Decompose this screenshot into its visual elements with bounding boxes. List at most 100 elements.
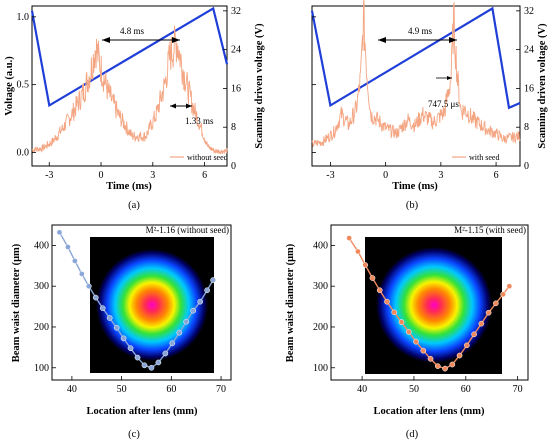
series-layer [346,235,513,372]
data-point [56,229,63,236]
y-tick-label-right: 32 [524,6,534,17]
annotation-width: 747.5 μs [428,99,459,109]
y-tick-label: 200 [313,322,328,333]
data-point [442,365,448,372]
data-point [362,262,369,268]
tick-layer: -3 0 3 6 0.0 0.5 1.0 0 8 16 24 32 [17,6,242,181]
x-tick-label: -3 [326,170,334,181]
data-point [398,319,405,325]
x-axis-label: Time (ms) [106,181,152,192]
tick-layer: -3 0 3 6 0 8 16 24 32 [312,6,534,181]
y-tick-label: 200 [34,322,49,333]
data-point [478,320,485,327]
x-tick-label: 6 [202,170,207,181]
series-layer [30,6,229,155]
y-tick-label-right: 16 [231,83,241,94]
panel-label: (b) [406,200,419,211]
data-point [65,244,71,250]
x-tick-label: 40 [357,384,367,395]
x-tick-label: 40 [67,384,77,395]
plot-frame [311,5,521,167]
annotation-period: 4.8 ms [120,26,145,36]
plot-frame [31,5,228,167]
data-point [456,352,463,359]
panel-a: -3 0 3 6 0.0 0.5 1.0 0 8 16 24 32 Time (ms) Voltage… [4,5,265,211]
x-tick-label: 60 [166,384,176,395]
series-layer [310,0,521,148]
data-point [169,340,176,347]
panel-c: 40 50 60 70 100 200 300 400 M²-1.16 (without se… [11,224,232,440]
scan-voltage-line [310,6,521,110]
x-tick-label: 0 [383,170,388,181]
plot-frame [330,224,529,381]
y-tick-label-right: 8 [524,122,529,133]
data-point [500,291,506,298]
data-point [346,235,352,241]
panel-b: -3 0 3 6 0 8 16 24 32 Time (ms) Scanning driven … [310,0,548,211]
data-point [355,248,361,255]
x-tick-label: -3 [45,170,53,181]
data-point [405,329,412,335]
y-tick-label-right: 16 [524,83,534,94]
data-point [85,283,92,290]
inset-label: M²-1.16 (without seed) [146,225,229,235]
data-point [376,287,383,294]
data-point [391,309,398,316]
y-axis-label-left: Voltage (a.u.) [4,56,15,116]
arrow-period [102,37,180,43]
data-point [485,309,492,316]
tick-layer: 40 50 60 70 100 200 300 400 [313,240,523,395]
x-tick-label: 3 [438,170,443,181]
arrow-period [378,37,457,43]
data-point [434,363,441,369]
y-tick-label-right: 0 [231,161,236,172]
panel-label: (c) [128,429,140,440]
data-point [427,355,434,362]
x-tick-label: 50 [409,384,419,395]
data-point [99,305,106,312]
plot-frame [51,224,232,381]
data-point [369,275,376,281]
data-point [72,258,78,264]
tick-layer: 40 50 60 70 100 200 300 400 [34,240,226,395]
data-point [449,361,456,368]
y-tick-label-right: 32 [231,6,241,17]
panel-d: 40 50 60 70 100 200 300 400 M²-1.15 (with seed)… [285,224,529,440]
data-point [92,294,99,301]
data-point [463,342,470,349]
data-point [183,318,190,325]
data-point [134,354,141,361]
y-tick-label: 100 [313,363,328,374]
legend-label: with seed [469,153,499,162]
data-point [155,359,162,366]
y-tick-label-left: 0.5 [17,80,30,91]
legend-label: without seed [187,153,228,162]
x-tick-label: 3 [150,170,155,181]
x-axis-label: Location after lens (mm) [87,406,198,417]
data-point [148,364,155,371]
arrow-width [170,103,192,109]
y-axis-label: Beam waist diameter (μm) [285,243,296,362]
panel-label: (d) [406,429,419,440]
x-tick-label: 0 [99,170,104,181]
panel-label: (a) [128,200,140,211]
y-tick-label-right: 24 [524,45,534,56]
signal-trace [311,0,521,148]
scan-voltage-line [30,6,229,108]
annotation-period: 4.9 ms [408,26,433,36]
data-point [420,347,427,354]
y-tick-label: 300 [34,281,49,292]
beam-spot [376,247,492,363]
x-axis-label: Time (ms) [392,181,438,192]
annotation-width: 1.33 ms [185,116,214,126]
x-tick-label: 70 [216,384,226,395]
y-tick-label-left: 0.0 [17,147,30,158]
data-point [197,298,204,305]
y-axis-label: Beam waist diameter (μm) [11,243,22,362]
data-point [413,338,419,345]
y-tick-label-right: 24 [231,45,241,56]
data-point [506,283,513,290]
data-point [127,345,134,352]
y-tick-label: 400 [313,240,328,251]
